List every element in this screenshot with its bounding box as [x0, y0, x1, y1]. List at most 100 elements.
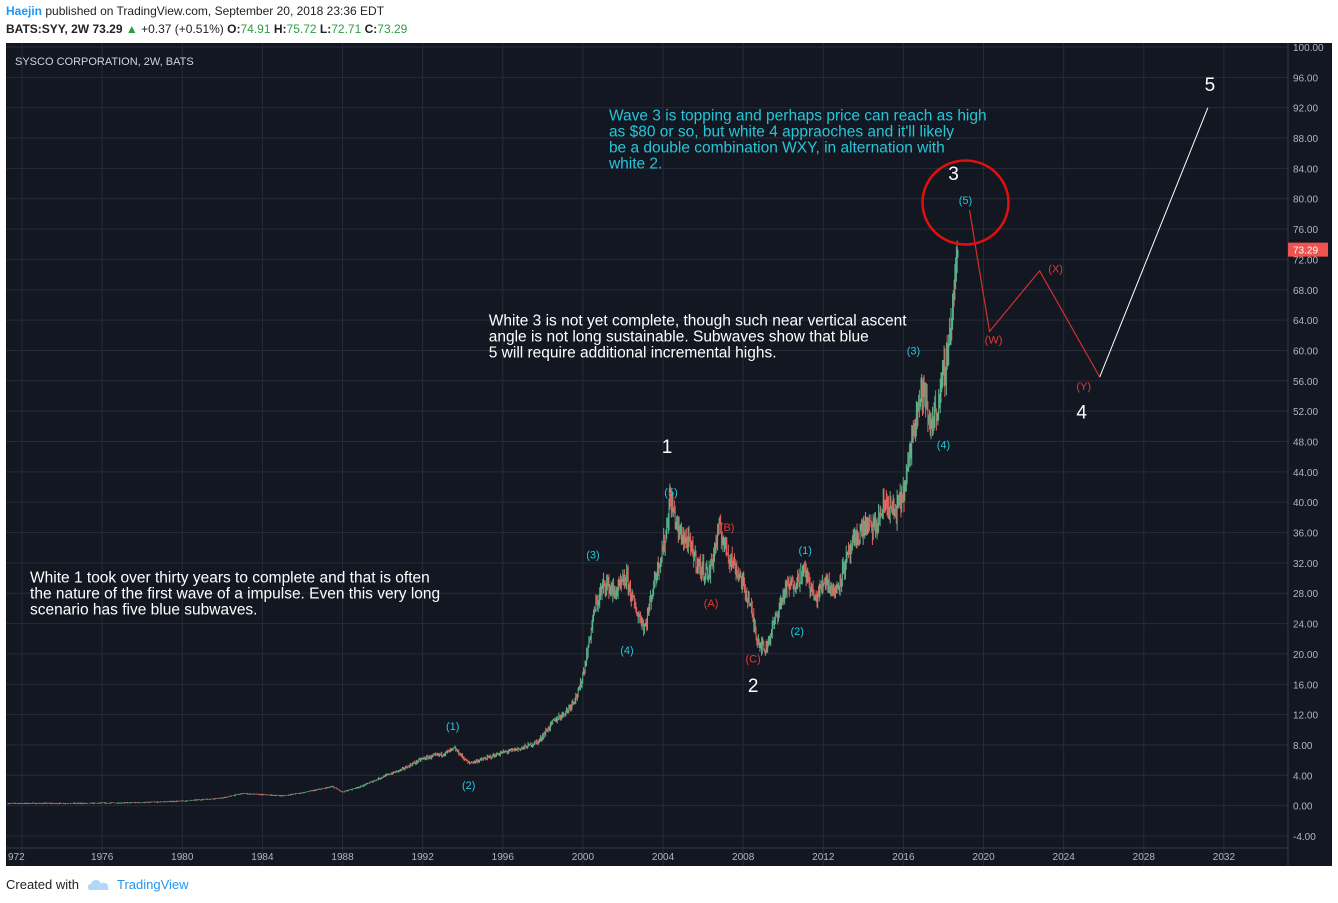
footer: Created with TradingView [6, 877, 189, 892]
y-tick-label: 32.00 [1293, 559, 1318, 570]
price-axis-background [1288, 43, 1332, 866]
wave-label-white: 3 [948, 164, 959, 185]
annotation-line: scenario has five blue subwaves. [30, 602, 257, 619]
annotation-line: be a double combination WXY, in alternat… [609, 140, 945, 157]
tradingview-brand[interactable]: TradingView [116, 877, 189, 892]
y-tick-label: 36.00 [1293, 529, 1318, 540]
y-tick-label: 84.00 [1293, 164, 1318, 175]
y-tick-label: 60.00 [1293, 346, 1318, 357]
wave-label-cyan: (1) [799, 545, 812, 557]
price-change: +0.37 (+0.51%) [141, 22, 224, 36]
wave-label-red: (A) [704, 598, 719, 610]
wave-label-cyan: (3) [907, 345, 920, 357]
y-tick-label: -4.00 [1293, 832, 1316, 843]
wave-label-red: (C) [746, 653, 761, 665]
symbol-label: BATS:SYY, 2W [6, 22, 90, 36]
y-tick-label: 12.00 [1293, 711, 1318, 722]
low-value: 72.71 [331, 22, 362, 36]
wave3-top-circle [921, 159, 1010, 246]
y-tick-label: 48.00 [1293, 438, 1318, 449]
y-tick-label: 52.00 [1293, 407, 1318, 418]
annotation-line: 5 will require additional incremental hi… [489, 344, 777, 361]
close-value: 73.29 [377, 22, 408, 36]
x-tick-label: 972 [8, 852, 25, 863]
y-tick-label: 20.00 [1293, 650, 1318, 661]
x-tick-label: 1980 [171, 852, 194, 863]
author-link[interactable]: Haejin [6, 4, 43, 18]
annotation-line: Wave 3 is topping and perhaps price can … [609, 108, 987, 125]
wave-label-cyan: (4) [620, 645, 633, 657]
y-tick-label: 56.00 [1293, 377, 1318, 388]
last-price-tag-label: 73.29 [1293, 246, 1318, 257]
y-tick-label: 76.00 [1293, 225, 1318, 236]
x-tick-label: 2028 [1133, 852, 1156, 863]
wave-label-red: (B) [720, 522, 735, 534]
annotation-line: angle is not long sustainable. Subwaves … [489, 328, 869, 345]
y-tick-label: 24.00 [1293, 620, 1318, 631]
x-tick-label: 2000 [572, 852, 595, 863]
x-tick-label: 1984 [251, 852, 274, 863]
y-tick-label: 40.00 [1293, 498, 1318, 509]
y-tick-label: 44.00 [1293, 468, 1318, 479]
up-arrow-icon: ▲ [125, 22, 138, 36]
x-tick-label: 2008 [732, 852, 755, 863]
wave-label-white: 5 [1205, 75, 1216, 96]
low-label: L: [319, 22, 332, 36]
x-tick-label: 2020 [972, 852, 995, 863]
wave-label-white: 4 [1076, 403, 1087, 424]
wave-label-cyan: (2) [791, 626, 804, 638]
x-tick-label: 1996 [492, 852, 515, 863]
x-tick-label: 2004 [652, 852, 675, 863]
wave-label-cyan: (1) [446, 721, 459, 733]
x-tick-label: 2016 [892, 852, 915, 863]
y-tick-label: 8.00 [1293, 741, 1313, 752]
y-tick-label: 80.00 [1293, 195, 1318, 206]
chart-title: SYSCO CORPORATION, 2W, BATS [15, 56, 194, 68]
y-tick-label: 68.00 [1293, 286, 1318, 297]
y-tick-label: 92.00 [1293, 104, 1318, 115]
last-price-tag [1288, 242, 1328, 257]
y-tick-label: 72.00 [1293, 255, 1318, 266]
y-tick-label: 100.00 [1293, 43, 1324, 54]
projection-wxy-line [968, 210, 1101, 378]
wave-label-red: (X) [1048, 263, 1063, 275]
x-tick-label: 2012 [812, 852, 835, 863]
published-text: published on TradingView.com, September … [45, 4, 385, 18]
y-tick-label: 4.00 [1293, 771, 1313, 782]
tradingview-cloud-icon [87, 879, 109, 890]
y-tick-label: 16.00 [1293, 680, 1318, 691]
wave-label-red: (W) [985, 335, 1003, 347]
y-tick-label: 88.00 [1293, 134, 1318, 145]
wave-label-white: 1 [662, 437, 673, 458]
x-tick-label: 2024 [1053, 852, 1076, 863]
wave-label-cyan: (2) [462, 780, 475, 792]
y-tick-label: 0.00 [1293, 802, 1313, 813]
x-tick-label: 1988 [331, 852, 354, 863]
open-label: O: [227, 22, 241, 36]
close-label: C: [364, 22, 378, 36]
y-tick-label: 28.00 [1293, 589, 1318, 600]
wave-label-white: 2 [748, 676, 759, 697]
y-tick-label: 64.00 [1293, 316, 1318, 327]
wave-label-cyan: (5) [959, 195, 972, 207]
annotation-line: white 2. [608, 156, 662, 173]
annotation-line: the nature of the first wave of a impuls… [30, 586, 440, 603]
open-value: 74.91 [240, 22, 271, 36]
y-tick-label: 96.00 [1293, 73, 1318, 84]
wave-label-cyan: (5) [664, 487, 677, 499]
high-value: 75.72 [286, 22, 317, 36]
wave-label-red: (Y) [1076, 381, 1091, 393]
annotation-line: White 1 took over thirty years to comple… [30, 570, 430, 587]
wave-label-cyan: (3) [586, 549, 599, 561]
quote-line: BATS:SYY, 2W 73.29 ▲ +0.37 (+0.51%) O:74… [6, 22, 407, 36]
chart-background [6, 43, 1288, 866]
annotation-line: White 3 is not yet complete, though such… [489, 312, 908, 329]
x-tick-label: 2032 [1213, 852, 1236, 863]
x-tick-label: 1992 [412, 852, 435, 863]
wave-label-cyan: (4) [937, 439, 950, 451]
projection-wave5-line [1099, 107, 1209, 378]
publish-line: Haejin published on TradingView.com, Sep… [6, 4, 384, 18]
last-price: 73.29 [92, 22, 123, 36]
high-label: H: [273, 22, 287, 36]
